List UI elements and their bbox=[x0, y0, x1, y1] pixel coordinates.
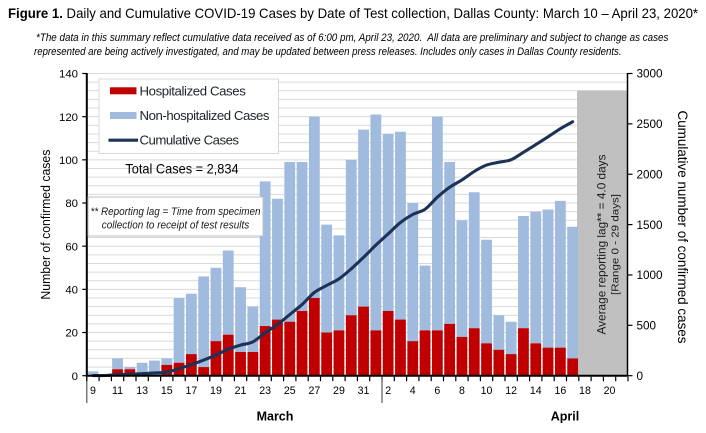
svg-text:14: 14 bbox=[530, 385, 542, 397]
svg-text:6: 6 bbox=[434, 385, 440, 397]
svg-text:120: 120 bbox=[59, 112, 78, 124]
svg-text:8: 8 bbox=[459, 385, 465, 397]
svg-text:13: 13 bbox=[136, 385, 148, 397]
svg-text:9: 9 bbox=[90, 385, 96, 397]
svg-text:40: 40 bbox=[65, 285, 78, 297]
svg-text:60: 60 bbox=[65, 241, 78, 253]
svg-text:2000: 2000 bbox=[637, 168, 664, 181]
svg-text:18: 18 bbox=[579, 385, 591, 397]
svg-text:1000: 1000 bbox=[637, 269, 664, 282]
svg-text:16: 16 bbox=[554, 385, 566, 397]
svg-text:23: 23 bbox=[259, 385, 271, 397]
svg-text:0: 0 bbox=[637, 370, 644, 383]
svg-text:25: 25 bbox=[284, 385, 296, 397]
svg-text:April: April bbox=[551, 410, 579, 424]
svg-text:10: 10 bbox=[481, 385, 493, 397]
svg-text:March: March bbox=[257, 410, 294, 424]
svg-text:2500: 2500 bbox=[637, 118, 664, 131]
svg-text:15: 15 bbox=[161, 385, 173, 397]
svg-text:Total Cases = 2,834: Total Cases = 2,834 bbox=[125, 160, 238, 176]
svg-text:100: 100 bbox=[59, 155, 78, 167]
svg-text:29: 29 bbox=[333, 385, 345, 397]
svg-text:500: 500 bbox=[637, 320, 657, 333]
svg-text:3000: 3000 bbox=[637, 68, 664, 81]
svg-text:21: 21 bbox=[235, 385, 247, 397]
svg-text:Number of confirmed cases: Number of confirmed cases bbox=[39, 150, 53, 300]
svg-text:collection to receipt of test: collection to receipt of test results bbox=[102, 219, 250, 231]
svg-text:12: 12 bbox=[505, 385, 517, 397]
svg-text:** Reporting lag = Time from s: ** Reporting lag = Time from specimen bbox=[91, 206, 261, 218]
svg-text:Average reporting lag** = 4.0: Average reporting lag** = 4.0 days bbox=[595, 155, 609, 335]
svg-text:Non-hospitalized Cases: Non-hospitalized Cases bbox=[140, 108, 270, 123]
svg-text:80: 80 bbox=[65, 198, 78, 210]
svg-text:Cumulative number of confirmed: Cumulative number of confirmed cases bbox=[675, 111, 690, 344]
svg-text:17: 17 bbox=[185, 385, 197, 397]
svg-text:31: 31 bbox=[358, 385, 370, 397]
svg-text:1500: 1500 bbox=[637, 219, 664, 232]
svg-text:19: 19 bbox=[210, 385, 222, 397]
svg-text:4: 4 bbox=[410, 385, 416, 397]
svg-text:2: 2 bbox=[385, 385, 391, 397]
svg-text:20: 20 bbox=[604, 385, 616, 397]
svg-text:[Range 0 - 29 days]: [Range 0 - 29 days] bbox=[610, 194, 621, 295]
svg-text:11: 11 bbox=[112, 385, 123, 397]
svg-text:27: 27 bbox=[308, 385, 320, 397]
svg-text:Hospitalized Cases: Hospitalized Cases bbox=[140, 83, 247, 98]
svg-text:0: 0 bbox=[72, 371, 78, 383]
svg-text:Cumulative Cases: Cumulative Cases bbox=[140, 133, 240, 148]
svg-text:20: 20 bbox=[65, 328, 78, 340]
svg-text:140: 140 bbox=[59, 69, 78, 81]
